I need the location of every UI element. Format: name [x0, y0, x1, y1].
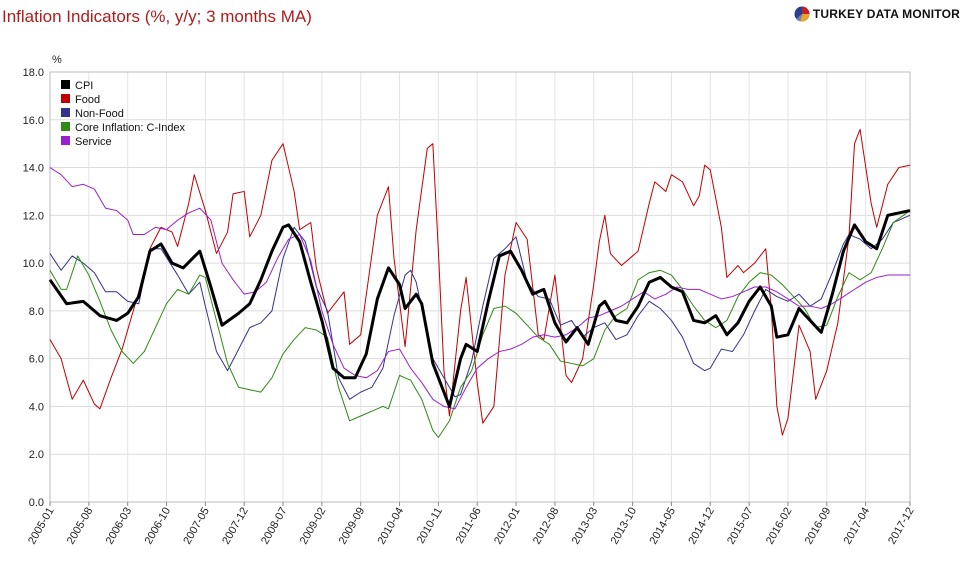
y-tick-label: 4.0: [29, 401, 44, 413]
legend-label-core-inflation-c-index: Core Inflation: C-Index: [75, 122, 186, 134]
legend-label-cpi: CPI: [75, 80, 93, 92]
x-tick-label: 2017-04: [842, 506, 873, 547]
legend-swatch-core-inflation-c-index: [61, 122, 70, 131]
x-tick-label: 2006-10: [143, 506, 174, 547]
x-tick-label: 2016-09: [803, 506, 834, 547]
x-tick-label: 2012-01: [492, 506, 523, 547]
brand-logo: TURKEY DATA MONITOR: [794, 6, 960, 22]
brand-name: TURKEY DATA MONITOR: [812, 7, 960, 21]
legend-label-non-food: Non-Food: [75, 108, 124, 120]
y-axis-label: %: [52, 54, 62, 66]
series-line-cpi: [48, 209, 911, 408]
y-tick-label: 8.0: [29, 306, 44, 318]
y-tick-label: 16.0: [23, 115, 44, 127]
x-tick-label: 2012-08: [531, 506, 562, 547]
x-tick-label: 2009-09: [337, 506, 368, 547]
chart-title: Inflation Indicators (%, y/y; 3 months M…: [2, 7, 312, 26]
x-tick-label: 2015-07: [725, 506, 756, 547]
x-tick-label: 2009-02: [298, 506, 329, 547]
x-tick-label: 2017-12: [886, 506, 917, 547]
y-tick-label: 10.0: [23, 258, 44, 270]
pie-logo-icon: [794, 6, 810, 22]
x-tick-label: 2006-03: [104, 506, 135, 547]
x-tick-label: 2007-12: [220, 506, 251, 547]
x-tick-label: 2014-05: [647, 506, 678, 547]
x-tick-label: 2008-07: [259, 506, 290, 547]
x-tick-label: 2005-01: [26, 506, 57, 547]
legend: CPI Food Non-Food Core Inflation: C-Index Se…: [61, 80, 186, 148]
legend-swatch-food: [61, 94, 70, 103]
x-tick-label: 2011-06: [454, 506, 484, 546]
legend-swatch-service: [61, 136, 70, 145]
legend-label-food: Food: [75, 94, 100, 106]
series-line-non-food: [49, 214, 911, 400]
series-line-food: [49, 128, 911, 436]
x-tick-label: 2016-02: [764, 506, 795, 547]
grid-lines: [49, 71, 911, 503]
x-tick-label: 2007-05: [181, 506, 212, 547]
x-tick-label: 2013-10: [609, 506, 640, 547]
x-tick-label: 2010-04: [376, 506, 407, 547]
y-tick-label: 14.0: [23, 163, 44, 175]
y-tick-label: 18.0: [23, 67, 44, 79]
x-tick-label: 2013-03: [570, 506, 601, 547]
series-line-service: [49, 167, 910, 410]
legend-label-service: Service: [75, 136, 112, 148]
x-tick-label: 2014-12: [686, 506, 717, 547]
legend-swatch-non-food: [61, 108, 70, 117]
y-tick-label: 12.0: [23, 210, 44, 222]
x-axis: 2005-01 2005-08 2006-03 2006-10 2007-05 2007-…: [26, 502, 917, 546]
plot-area: [49, 71, 911, 503]
x-tick-label: 2010-11: [415, 506, 445, 546]
y-axis: 0.0 2.0 4.0 6.0 8.0 10.0 12.0 14.0 16.0 18.0: [23, 67, 44, 509]
y-tick-label: 2.0: [29, 449, 44, 461]
x-tick-label: 2005-08: [65, 506, 96, 547]
legend-swatch-cpi: [61, 80, 70, 89]
y-tick-label: 6.0: [29, 354, 44, 366]
y-tick-label: 0.0: [29, 497, 44, 509]
series-lines: [48, 128, 911, 438]
